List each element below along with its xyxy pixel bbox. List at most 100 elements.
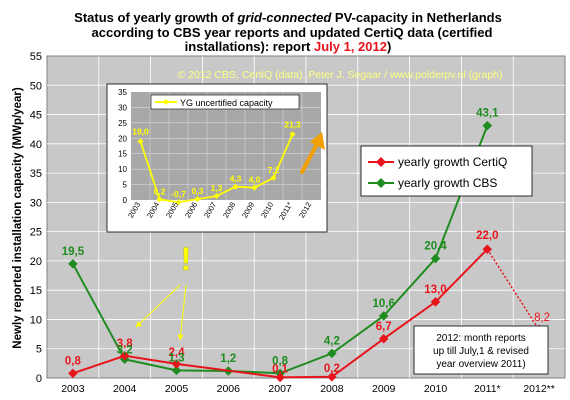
- inset-y-tick-label: 35: [118, 88, 127, 97]
- inset-legend-marker: [163, 99, 169, 105]
- data-label-cbs: 1,2: [220, 353, 236, 365]
- inset-y-tick-label: 0: [123, 196, 128, 205]
- inset-y-tick-label: 15: [118, 150, 127, 159]
- x-tick-label: 2011*: [474, 383, 501, 395]
- point-cbs: [430, 253, 441, 264]
- point-cbs: [68, 258, 78, 269]
- inset-legend-box: [150, 94, 300, 110]
- data-label-cbs: 43,1: [476, 108, 499, 120]
- note-box-frame: [413, 325, 549, 375]
- inset-data-label: 4,3: [230, 174, 242, 184]
- data-label-cbs: 20,4: [424, 241, 447, 253]
- point-certiq: [68, 368, 78, 379]
- data-label-cbs: 3,2: [117, 344, 133, 356]
- point-certiq: [378, 333, 389, 344]
- inset-point: [232, 183, 239, 190]
- x-tick-label: 2005: [165, 383, 189, 395]
- inset-growth-arrow: [300, 140, 320, 174]
- pointer-arrow-2005: [177, 284, 187, 341]
- inset-growth-arrowhead: [310, 132, 325, 150]
- legend-marker-cbs: [376, 178, 386, 188]
- title-part-c: PV-capacity in Netherlands: [331, 10, 502, 25]
- x-tick-label: 2008: [320, 383, 344, 395]
- title-part-b: grid-connected: [236, 10, 332, 25]
- point-certiq: [275, 372, 285, 383]
- y-tick-label: 10: [30, 314, 42, 326]
- x-tick-label: 2009: [372, 383, 396, 395]
- point-certiq: [171, 359, 182, 369]
- legend-label-certiq: yearly growth CertiQ: [398, 155, 507, 169]
- data-label-cbs: 0,8: [272, 355, 289, 367]
- inset-legend: YG uncertified capacity: [150, 94, 300, 110]
- data-label-certiq: 0,2: [324, 363, 340, 375]
- inset-point: [137, 138, 144, 145]
- copyright-text: © 2012 CBS, CertiQ (data). Peter J. Sega…: [177, 69, 502, 81]
- inset-point: [251, 184, 258, 191]
- inset-y-tick-label: 10: [118, 165, 127, 174]
- title-part-d: installations): report: [185, 39, 314, 54]
- point-cbs: [378, 311, 389, 321]
- data-label-projection: 8,2: [534, 312, 550, 324]
- inset-data-label: 0,3: [192, 186, 204, 196]
- data-label-cbs: 1,3: [169, 352, 185, 364]
- data-label-certiq: 6,7: [376, 321, 392, 333]
- point-certiq: [327, 371, 337, 382]
- inset-legend-label: YG uncertified capacity: [180, 98, 273, 108]
- data-label-cbs: 4,2: [324, 335, 340, 347]
- y-tick-label: 40: [30, 139, 42, 151]
- inset-series: [137, 131, 296, 206]
- data-label-cbs: 10,6: [373, 298, 395, 310]
- inset-data-label: 19,0: [132, 126, 149, 136]
- data-labels: 0,8 3,8 2,4 0,1 0,2 6,7 13,0 22,0 19,5 3,2 1,3 1,2 0…: [62, 108, 550, 376]
- y-tick-label: 30: [30, 197, 42, 209]
- data-label-certiq: 0,1: [272, 363, 289, 375]
- legend: yearly growth CertiQ yearly growth CBS: [360, 145, 533, 197]
- chart-title-line3: installations): report July 1, 2012): [185, 39, 392, 54]
- data-label-certiq: 13,0: [424, 284, 446, 296]
- title-date: July 1, 2012: [314, 39, 387, 54]
- y-tick-label: 35: [30, 168, 42, 180]
- data-label-certiq: 0,8: [65, 355, 82, 367]
- exclamation-mark: !: [181, 241, 192, 277]
- inset-point: [270, 174, 277, 181]
- inset-data-label: -0,7: [171, 189, 186, 199]
- inset-point: [213, 192, 220, 200]
- x-tick-label: 2010: [424, 383, 448, 395]
- pointer-arrow-2004: [135, 284, 181, 328]
- series-certiq: [68, 244, 493, 383]
- inset-data-labels: 19,0 0,2 -0,7 0,3 1,3 4,3 4,0 7,2 21,3: [132, 119, 301, 199]
- inset-data-label: 21,3: [284, 119, 301, 129]
- legend-label-cbs: yearly growth CBS: [398, 176, 497, 190]
- x-tick-label: 2007: [268, 383, 292, 395]
- x-tick-label: 2006: [217, 383, 241, 395]
- line-certiq: [72, 248, 489, 379]
- y-tick-label: 5: [36, 344, 42, 356]
- y-tick-label: 50: [30, 80, 42, 92]
- y-tick-label: 55: [30, 51, 42, 63]
- chart-title-line2: according to CBS year reports and update…: [92, 25, 493, 40]
- data-label-certiq: 3,8: [117, 338, 134, 350]
- point-cbs: [327, 348, 337, 359]
- legend-marker-certiq: [376, 157, 386, 167]
- legend-box: [360, 145, 533, 197]
- x-axis-ticks: 2003 2004 2005 2006 2007 2008 2009 2010 2011* 201…: [61, 383, 555, 395]
- point-certiq: [430, 297, 441, 307]
- data-label-cbs: 19,5: [62, 246, 85, 258]
- inset-point: [194, 195, 201, 203]
- y-tick-label: 20: [30, 256, 42, 268]
- y-tick-label: 15: [30, 285, 42, 297]
- chart-title-line1: Status of yearly growth of grid-connecte…: [74, 10, 502, 25]
- y-axis-ticks: 0 5 10 15 20 25 30 35 40 45 50 55: [30, 51, 42, 385]
- x-tick-label: 2004: [113, 383, 137, 395]
- y-tick-label: 45: [30, 110, 42, 122]
- note-line-1: 2012: month reports: [436, 333, 526, 344]
- inset-point: [156, 196, 163, 203]
- y-tick-label: 25: [30, 227, 42, 239]
- inset-point: [289, 131, 296, 138]
- inset-y-tick-label: 30: [118, 103, 127, 112]
- x-tick-label: 2003: [61, 383, 85, 395]
- point-certiq: [119, 350, 130, 361]
- inset-data-label: 7,2: [268, 165, 280, 175]
